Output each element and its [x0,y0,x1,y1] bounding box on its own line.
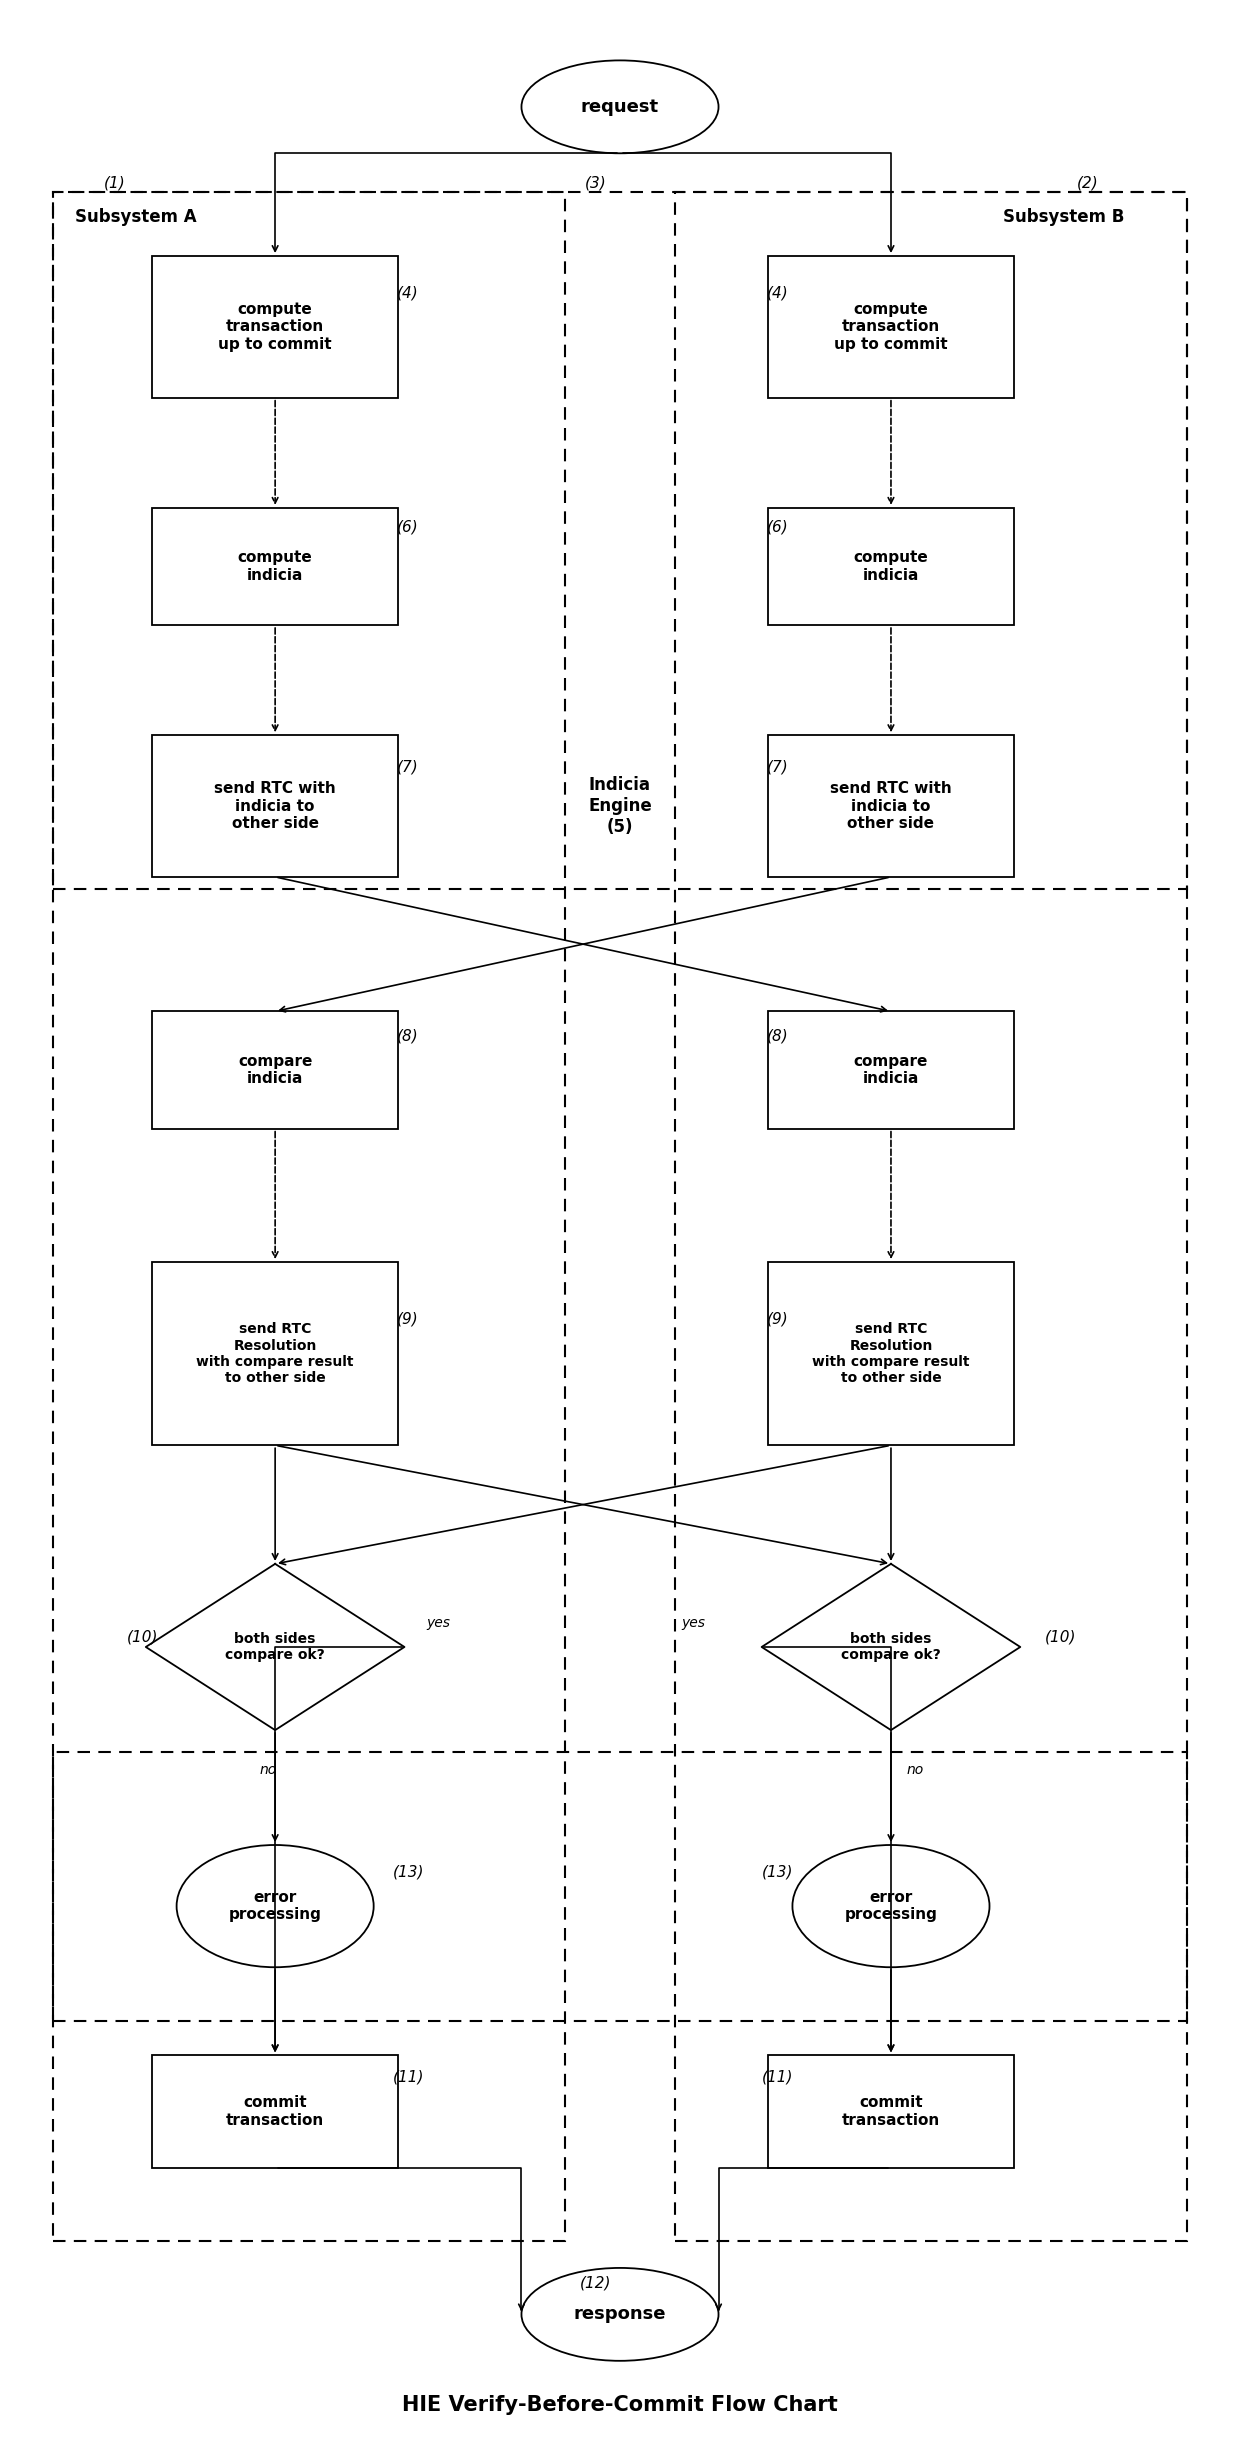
Text: Indicia
Engine
(5): Indicia Engine (5) [588,775,652,836]
FancyBboxPatch shape [768,1011,1014,1128]
Text: (6): (6) [766,520,789,535]
Text: compute
indicia: compute indicia [853,549,929,584]
FancyBboxPatch shape [153,1261,398,1445]
Text: error
processing: error processing [844,1889,937,1923]
Text: send RTC
Resolution
with compare result
to other side: send RTC Resolution with compare result … [196,1322,353,1386]
FancyBboxPatch shape [153,736,398,876]
Text: (2): (2) [1078,174,1099,191]
Polygon shape [146,1565,404,1729]
FancyBboxPatch shape [768,508,1014,626]
FancyBboxPatch shape [768,2056,1014,2168]
Text: (1): (1) [104,174,126,191]
Text: (10): (10) [126,1629,157,1644]
Text: send RTC with
indicia to
other side: send RTC with indicia to other side [215,780,336,832]
Text: compute
indicia: compute indicia [238,549,312,584]
Text: both sides
compare ok?: both sides compare ok? [841,1631,941,1663]
Text: (11): (11) [392,2070,424,2085]
Text: commit
transaction: commit transaction [842,2095,940,2127]
Text: commit
transaction: commit transaction [226,2095,324,2127]
Text: (4): (4) [397,285,419,299]
FancyBboxPatch shape [768,736,1014,876]
Text: compute
transaction
up to commit: compute transaction up to commit [835,302,947,351]
Ellipse shape [176,1845,373,1967]
FancyBboxPatch shape [768,1261,1014,1445]
Text: response: response [574,2306,666,2323]
Text: no: no [259,1764,277,1776]
Text: Subsystem A: Subsystem A [76,209,197,226]
Text: error
processing: error processing [228,1889,321,1923]
Ellipse shape [522,61,718,152]
Text: (11): (11) [761,2070,794,2085]
FancyBboxPatch shape [153,1011,398,1128]
Text: yes: yes [682,1617,706,1631]
Text: both sides
compare ok?: both sides compare ok? [226,1631,325,1663]
Text: send RTC
Resolution
with compare result
to other side: send RTC Resolution with compare result … [812,1322,970,1386]
FancyBboxPatch shape [153,2056,398,2168]
FancyBboxPatch shape [153,255,398,397]
Text: (8): (8) [766,1028,789,1043]
Text: request: request [580,98,660,115]
Text: (7): (7) [397,760,419,775]
Text: HIE Verify-Before-Commit Flow Chart: HIE Verify-Before-Commit Flow Chart [402,2394,838,2414]
Text: (10): (10) [1045,1629,1076,1644]
Text: (9): (9) [766,1312,789,1327]
Polygon shape [761,1565,1021,1729]
FancyBboxPatch shape [768,255,1014,397]
Text: (13): (13) [392,1864,424,1879]
Text: compute
transaction
up to commit: compute transaction up to commit [218,302,332,351]
Text: Subsystem B: Subsystem B [1003,209,1125,226]
Text: (12): (12) [579,2274,611,2291]
Text: (6): (6) [397,520,419,535]
Text: (8): (8) [397,1028,419,1043]
Text: no: no [906,1764,924,1776]
Text: (7): (7) [766,760,789,775]
Text: yes: yes [427,1617,450,1631]
FancyBboxPatch shape [153,508,398,626]
Text: compare
indicia: compare indicia [854,1055,929,1087]
Text: (4): (4) [766,285,789,299]
Ellipse shape [522,2269,718,2360]
Text: (13): (13) [761,1864,794,1879]
Text: send RTC with
indicia to
other side: send RTC with indicia to other side [830,780,952,832]
Text: compare
indicia: compare indicia [238,1055,312,1087]
Ellipse shape [792,1845,990,1967]
Text: (3): (3) [584,174,606,191]
Text: (9): (9) [397,1312,419,1327]
